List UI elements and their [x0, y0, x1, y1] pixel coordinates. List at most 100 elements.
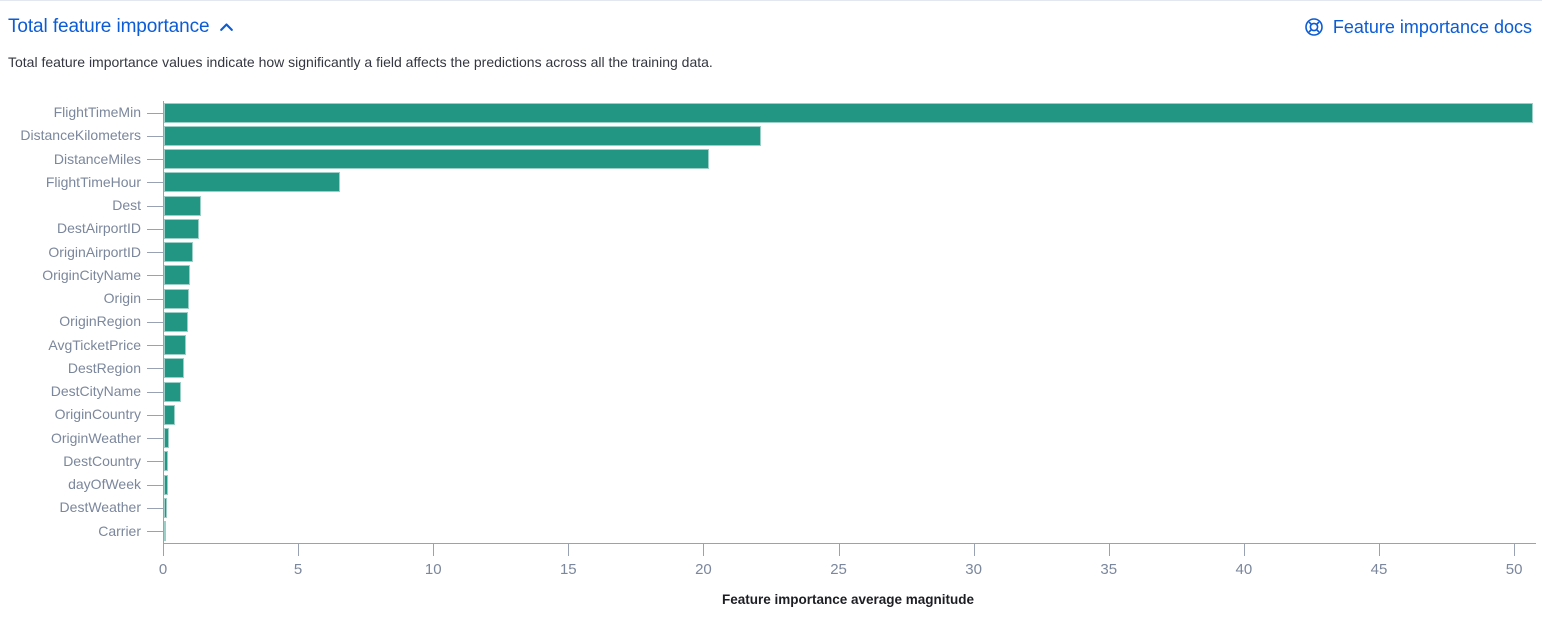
x-axis-tick: [838, 544, 840, 556]
y-axis-tick: [147, 461, 163, 463]
x-axis-tick: [1108, 544, 1110, 556]
bar-row: [147, 101, 1533, 124]
plot-area: [147, 101, 1533, 543]
y-axis-tick: [147, 368, 163, 370]
bar-DestWeather: [164, 497, 167, 518]
bar-row: [147, 357, 1533, 380]
docs-link[interactable]: Feature importance docs: [1304, 17, 1532, 38]
y-axis-label: DestAirportID: [56, 220, 141, 237]
feature-importance-chart: FlightTimeMin DistanceKilometers DistanceM…: [0, 101, 1542, 611]
x-axis-tick-label: 40: [1235, 561, 1253, 578]
bar-row: [147, 427, 1533, 450]
x-axis-tick-label: 35: [1100, 561, 1118, 578]
y-axis-tick: [147, 531, 163, 533]
y-axis-tick: [147, 112, 163, 114]
x-axis-tick-label: 5: [293, 561, 303, 578]
x-axis-tick: [433, 544, 435, 556]
bar-row: [147, 171, 1533, 194]
y-axis-tick: [147, 228, 163, 230]
y-axis-label: OriginCountry: [54, 406, 141, 423]
bar-DestAirportID: [164, 218, 200, 239]
bar-DestCountry: [164, 451, 169, 472]
bar-OriginCityName: [164, 265, 190, 286]
x-axis-tick: [703, 544, 705, 556]
y-axis-tick: [147, 135, 163, 137]
bar-row: [147, 334, 1533, 357]
x-axis-tick-label: 20: [695, 561, 712, 578]
x-axis-tick-label: 50: [1505, 561, 1523, 578]
y-axis-label: Carrier: [98, 522, 141, 539]
bar-row: [147, 496, 1533, 519]
x-axis-tick: [163, 544, 164, 556]
accordion-toggle[interactable]: Total feature importance: [8, 16, 235, 38]
bar-DestRegion: [164, 358, 184, 379]
y-axis-label: dayOfWeek: [68, 476, 141, 493]
bar-row: [147, 310, 1533, 333]
y-axis-label: OriginAirportID: [48, 243, 141, 260]
bar-Dest: [164, 195, 201, 216]
x-axis-title: Feature importance average magnitude: [721, 592, 975, 607]
bar-row: [147, 520, 1533, 543]
x-axis-tick: [1514, 544, 1516, 556]
y-axis-label: FlightTimeMin: [53, 104, 141, 120]
y-axis-tick: [147, 345, 163, 347]
x-axis-tick-label: 10: [424, 561, 442, 578]
docs-link-label: Feature importance docs: [1332, 16, 1532, 37]
section-header: Total feature importance Feature importa…: [8, 13, 1532, 41]
y-axis-tick: [147, 298, 163, 300]
y-axis-tick: [147, 252, 163, 254]
chevron-up-icon[interactable]: [218, 19, 235, 36]
x-axis-tick-label: 0: [158, 561, 168, 578]
y-axis-label: OriginCityName: [42, 266, 141, 283]
y-axis-label: OriginWeather: [50, 429, 141, 446]
bar-DestCityName: [164, 381, 181, 402]
y-axis-label: FlightTimeHour: [45, 173, 141, 190]
x-axis-tick-label: 25: [830, 561, 847, 578]
y-axis-label: DistanceKilometers: [20, 127, 141, 144]
y-axis-tick: [147, 182, 163, 184]
bar-row: [147, 124, 1533, 147]
x-axis-tick: [298, 544, 300, 556]
y-axis-tick: [147, 414, 163, 416]
x-axis-tick: [568, 544, 570, 556]
y-axis-label: DistanceMiles: [53, 150, 141, 167]
x-axis-line: [163, 543, 1536, 544]
y-axis-tick: [147, 275, 163, 277]
y-axis-tick: [147, 438, 163, 440]
y-axis-label: DestWeather: [59, 499, 141, 516]
y-axis-labels: FlightTimeMin DistanceKilometers DistanceM…: [0, 101, 141, 543]
bar-AvgTicketPrice: [164, 335, 187, 356]
x-axis-tick-label: 45: [1370, 561, 1388, 578]
bar-row: [147, 403, 1533, 426]
bar-FlightTimeMin: [164, 102, 1533, 123]
y-axis-label: DestCityName: [50, 383, 141, 400]
bar-Carrier: [164, 521, 166, 542]
y-axis-label: Origin: [103, 290, 141, 307]
x-axis-ticks: 0 5 10 15 20 25 30 35 40 45 50: [159, 543, 1533, 583]
bar-DistanceKilometers: [164, 125, 761, 146]
x-axis-tick: [1378, 544, 1380, 556]
y-axis-tick: [147, 484, 163, 486]
y-axis-label: DestCountry: [63, 452, 141, 469]
bar-row: [147, 450, 1533, 473]
section-description: Total feature importance values indicate…: [8, 54, 713, 70]
bar-OriginAirportID: [164, 242, 194, 263]
bar-row: [147, 287, 1533, 310]
y-axis-label: OriginRegion: [59, 313, 141, 330]
bar-row: [147, 194, 1533, 217]
help-icon: [1304, 17, 1324, 37]
y-axis-tick: [147, 321, 163, 323]
bar-Origin: [164, 288, 190, 309]
bar-row: [147, 148, 1533, 171]
page-title: Total feature importance: [8, 16, 210, 37]
y-axis-tick: [147, 507, 163, 509]
x-axis-tick-label: 30: [965, 561, 982, 578]
x-axis-tick: [1243, 544, 1245, 556]
bar-row: [147, 217, 1533, 240]
bar-row: [147, 264, 1533, 287]
y-axis-tick: [147, 205, 163, 207]
y-axis-label: DestRegion: [67, 359, 141, 376]
bar-row: [147, 380, 1533, 403]
bar-row: [147, 473, 1533, 496]
bar-FlightTimeHour: [164, 172, 340, 193]
